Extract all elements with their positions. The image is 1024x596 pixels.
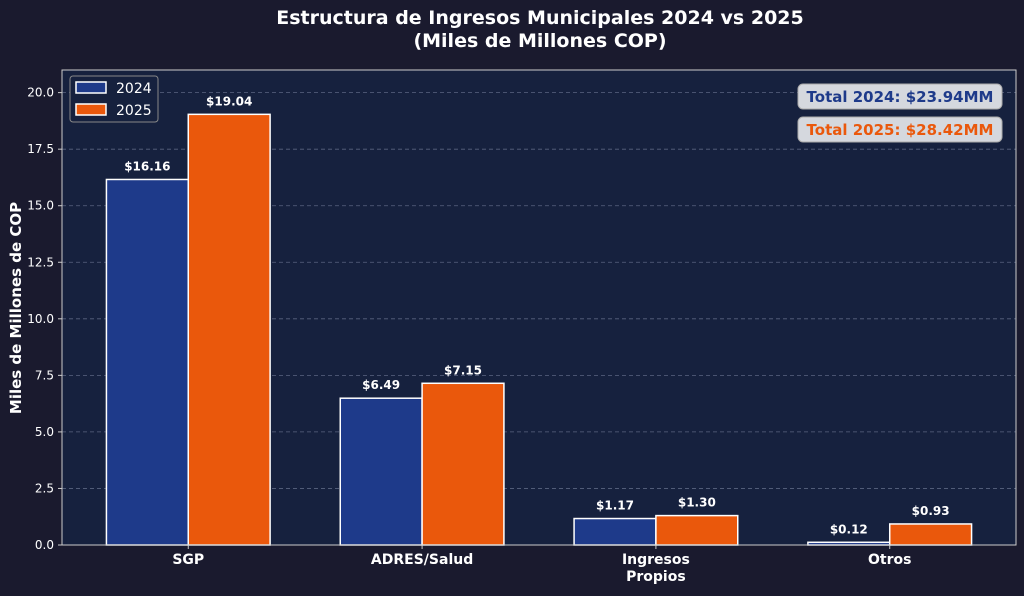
data-label: $6.49 — [362, 378, 400, 392]
total-2025-annotation: Total 2025: $28.42MM — [807, 121, 994, 139]
x-tick-label: Ingresos Propios — [622, 552, 690, 585]
bar-2024 — [339, 397, 423, 546]
legend-label-2024: 2024 — [116, 81, 152, 97]
y-tick-label: 17.5 — [27, 142, 54, 156]
y-tick-label: 15.0 — [27, 199, 54, 213]
legend: 2024 2025 — [69, 75, 159, 123]
y-tick-label: 2.5 — [35, 481, 54, 495]
x-tick-label: SGP — [172, 552, 204, 568]
total-2025-box — [797, 116, 1003, 143]
y-tick-label: 20.0 — [27, 86, 54, 100]
y-tick-label: 5.0 — [35, 425, 54, 439]
bar-2024 — [573, 517, 657, 546]
x-tick-label: ADRES/Salud — [371, 552, 473, 568]
legend-label-2025: 2025 — [116, 103, 152, 119]
bar-2025 — [655, 514, 739, 546]
y-tick-label: 7.5 — [35, 368, 54, 382]
y-tick-label: 10.0 — [27, 312, 54, 326]
data-label: $19.04 — [206, 94, 252, 108]
data-label: $0.93 — [912, 504, 950, 518]
data-label: $1.17 — [596, 499, 634, 513]
chart-subtitle: (Miles de Millones COP) — [413, 30, 666, 52]
bar-2025 — [421, 382, 505, 546]
data-label: $0.12 — [830, 522, 868, 536]
plot-frame — [61, 69, 1017, 546]
y-axis-label: Miles de Millones de COP — [7, 202, 25, 414]
data-label: $1.30 — [678, 496, 716, 510]
x-tick-label: Otros — [868, 552, 911, 568]
data-label: $16.16 — [124, 159, 170, 173]
total-2024-annotation: Total 2024: $23.94MM — [807, 88, 994, 106]
data-label: $7.15 — [444, 363, 482, 377]
bar-2024 — [105, 178, 190, 546]
legend-swatch-2025 — [75, 103, 107, 116]
total-2024-box — [797, 83, 1003, 110]
bar-2025 — [888, 523, 973, 546]
legend-swatch-2024 — [75, 81, 107, 94]
chart-title: Estructura de Ingresos Municipales 2024 … — [276, 7, 803, 29]
bar-2025 — [187, 113, 271, 546]
y-tick-label: 12.5 — [27, 255, 54, 269]
total-annotations: Total 2024: $23.94MM Total 2025: $28.42M… — [797, 83, 1003, 143]
y-tick-label: 0.0 — [35, 538, 54, 552]
